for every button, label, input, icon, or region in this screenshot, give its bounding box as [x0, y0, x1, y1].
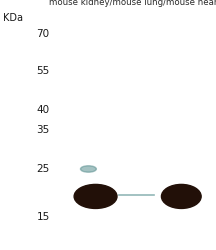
- Text: 40: 40: [37, 104, 50, 115]
- Ellipse shape: [81, 166, 96, 172]
- Ellipse shape: [74, 184, 117, 208]
- Text: KDa: KDa: [3, 14, 23, 24]
- Text: 70: 70: [37, 29, 50, 39]
- Ellipse shape: [161, 184, 201, 208]
- Text: mouse kidney/mouse lung/mouse heart: mouse kidney/mouse lung/mouse heart: [49, 0, 216, 8]
- Text: 25: 25: [37, 164, 50, 174]
- Text: 55: 55: [37, 66, 50, 76]
- Text: 35: 35: [37, 125, 50, 135]
- Text: 15: 15: [37, 212, 50, 222]
